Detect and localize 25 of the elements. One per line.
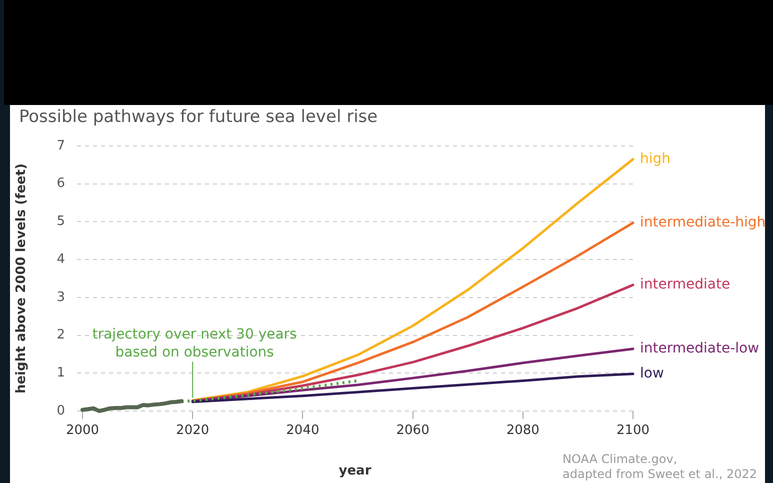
y-axis-title: height above 2000 levels (feet) <box>14 163 30 394</box>
series-label: high <box>640 150 671 167</box>
chart-title: Possible pathways for future sea level rise <box>19 107 378 127</box>
y-tick-label: 7 <box>56 138 65 154</box>
x-tick-label: 2080 <box>506 423 540 438</box>
x-tick-label: 2100 <box>616 423 650 438</box>
y-tick-label: 0 <box>56 403 65 418</box>
x-tick-label: 2060 <box>396 423 430 438</box>
series-label: low <box>640 366 664 382</box>
x-tick-label: 2000 <box>66 423 100 438</box>
y-tick-label: 6 <box>56 176 65 192</box>
x-tick-label: 2020 <box>176 423 210 438</box>
series-label: intermediate <box>640 276 730 293</box>
series-label: intermediate-high <box>640 214 766 230</box>
x-tick-label: 2040 <box>286 423 320 438</box>
y-tick-label: 5 <box>56 214 65 230</box>
y-tick-label: 3 <box>56 290 65 305</box>
y-tick-label: 4 <box>56 252 65 267</box>
line-series <box>180 379 360 404</box>
text: NOAA Climate.gov, adapted from Sweet et al., 2022 <box>562 452 758 481</box>
y-tick-label: 2 <box>56 328 65 343</box>
y-tick-label: 1 <box>56 366 65 381</box>
x-axis-title: year <box>338 464 372 479</box>
series-label: intermediate-low <box>640 340 760 357</box>
annotation: trajectory over next 30 years based on observations <box>92 326 297 360</box>
